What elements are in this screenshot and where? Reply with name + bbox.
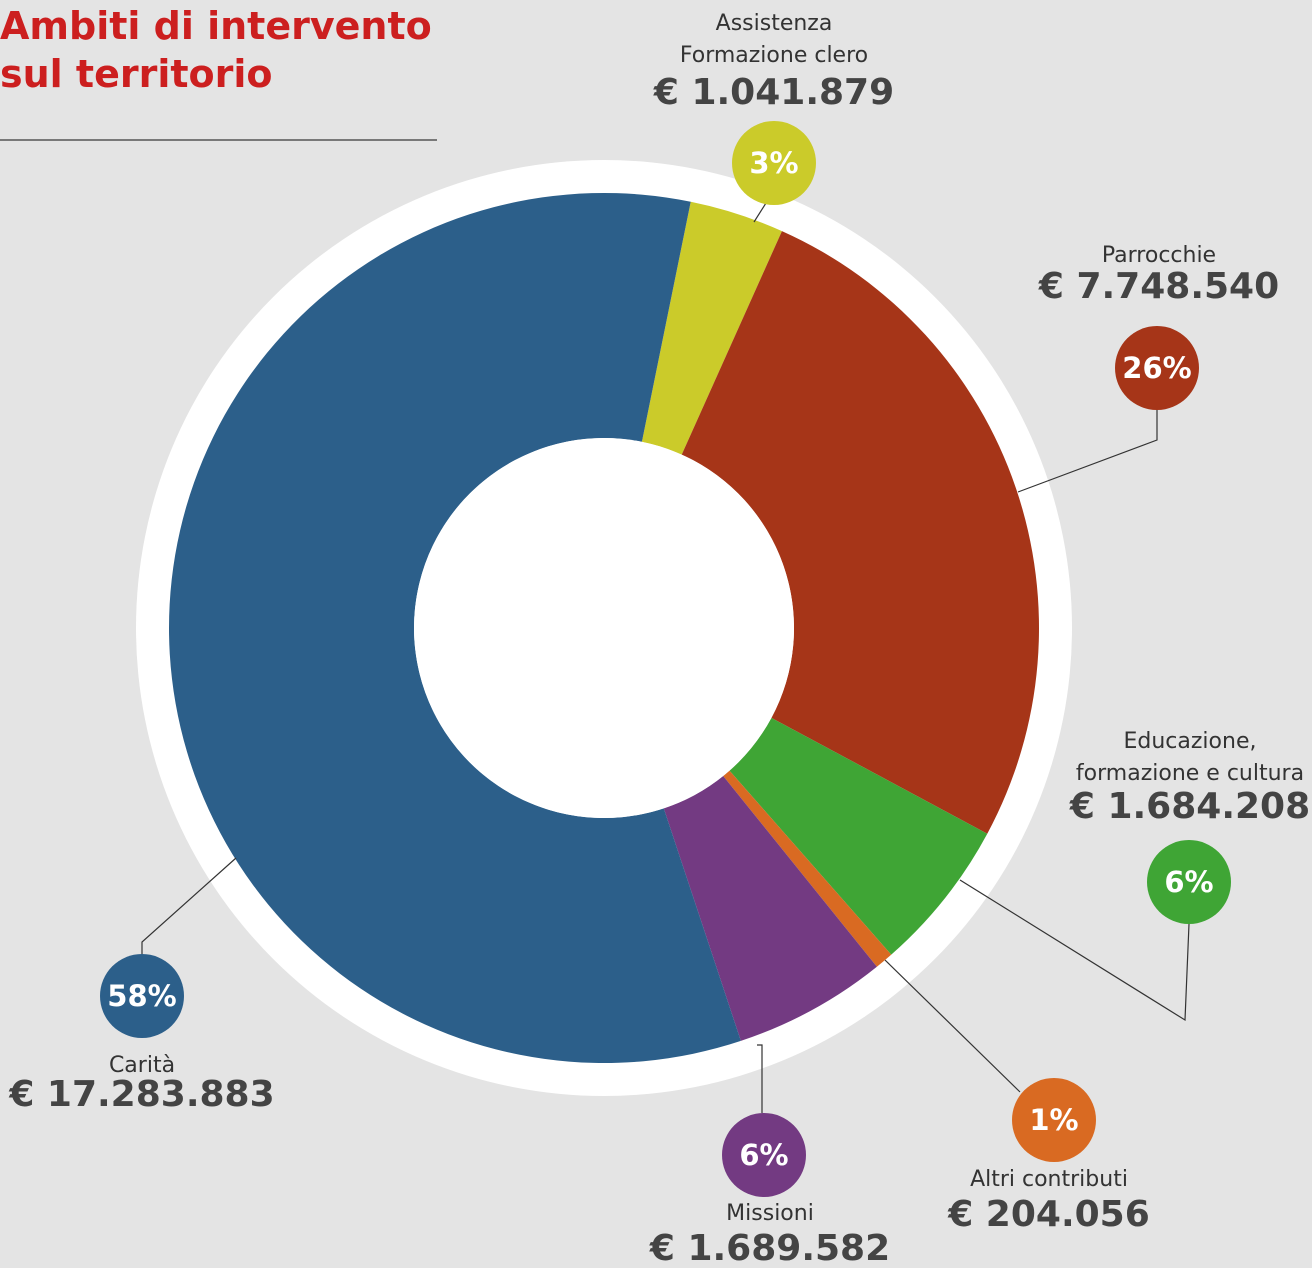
percent-badge	[1115, 326, 1199, 410]
percent-label: 3%	[749, 146, 798, 180]
chart-title: Ambiti di intervento sul territorio	[0, 4, 432, 96]
donut-slice	[169, 192, 741, 1064]
percent-label: 1%	[1029, 1103, 1078, 1137]
percent-badge	[732, 121, 816, 205]
category-label: Missioni	[726, 1201, 814, 1226]
percent-badge	[1147, 840, 1231, 924]
callout-line	[1017, 410, 1158, 493]
donut-slice	[681, 231, 1039, 834]
percent-label: 6%	[1164, 865, 1213, 899]
percent-label: 26%	[1122, 351, 1191, 385]
value-label: € 7.748.540	[1038, 266, 1279, 307]
callout-line	[141, 857, 237, 954]
donut-hole	[414, 438, 794, 818]
category-label: Assistenza Formazione clero	[680, 11, 868, 68]
value-label: € 17.283.883	[8, 1074, 274, 1115]
category-label: Educazione, formazione e cultura	[1076, 729, 1304, 786]
value-label: € 1.684.208	[1069, 786, 1310, 827]
callout-line	[884, 959, 1021, 1093]
value-label: € 1.041.879	[653, 72, 894, 113]
donut-slice	[663, 775, 877, 1041]
callout-line	[757, 1044, 763, 1113]
category-label: Altri contributi	[970, 1167, 1128, 1192]
callout-line	[753, 202, 767, 223]
percent-badge	[1012, 1078, 1096, 1162]
category-label: Parrocchie	[1102, 243, 1216, 268]
percent-label: 58%	[107, 979, 176, 1013]
donut-slice	[723, 770, 892, 967]
percent-badge	[722, 1113, 806, 1197]
donut-slice	[729, 717, 988, 955]
category-label: Carità	[109, 1053, 175, 1078]
donut-slice	[641, 201, 782, 455]
percent-label: 6%	[739, 1138, 788, 1172]
value-label: € 204.056	[947, 1194, 1150, 1235]
percent-badge	[100, 954, 184, 1038]
callout-line	[959, 879, 1190, 1022]
value-label: € 1.689.582	[649, 1228, 890, 1268]
